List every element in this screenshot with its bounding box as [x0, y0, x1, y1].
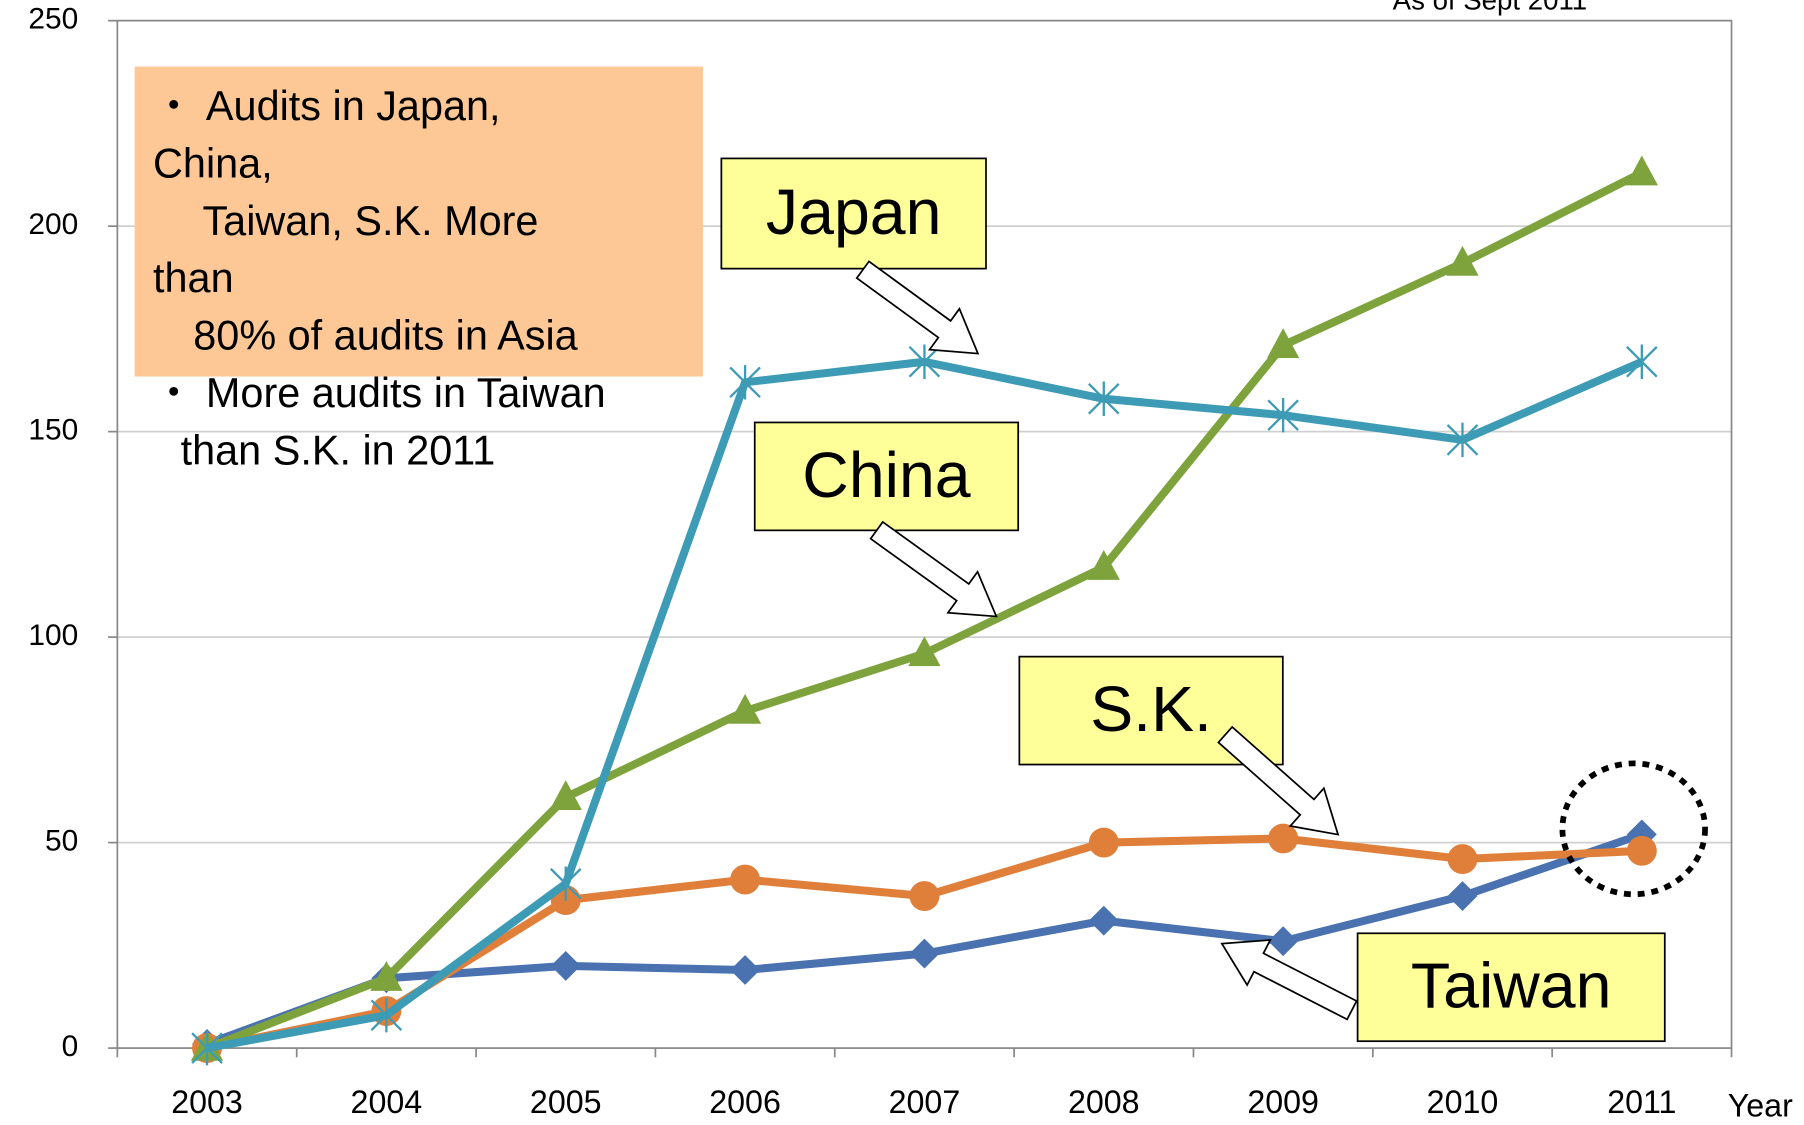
marker [730, 955, 761, 985]
marker [1268, 926, 1299, 957]
callout-box [1356, 932, 1666, 1043]
y-tick-label: 150 [28, 414, 78, 447]
note-line: than S.K. in 2011 [181, 427, 496, 473]
marker [1447, 844, 1478, 874]
callout-box [753, 421, 1020, 532]
marker [1088, 905, 1119, 936]
callout-arrow [1220, 939, 1358, 1021]
marker [1088, 381, 1120, 416]
marker [1088, 827, 1119, 858]
marker [1267, 397, 1299, 433]
marker [549, 780, 582, 811]
marker [370, 997, 403, 1033]
callouts: Taiwan S.K. China Japan [720, 157, 1666, 1043]
highlight-circle [1559, 760, 1708, 898]
callout-arrow [855, 260, 980, 355]
x-tick-label: 2011 [1607, 1084, 1676, 1120]
note-box [134, 66, 703, 377]
x-tick-label: 2008 [1068, 1084, 1140, 1120]
x-tick-label: 2004 [351, 1084, 423, 1120]
marker [549, 866, 582, 901]
y-tick-label: 200 [28, 208, 78, 241]
y-tick-label: 250 [28, 3, 78, 36]
marker [909, 881, 940, 911]
marker [1268, 823, 1299, 854]
y-tick-label: 0 [62, 1030, 79, 1063]
marker [1087, 550, 1120, 580]
callout-label: S.K. [1090, 673, 1212, 745]
x-tick-label: 2010 [1427, 1084, 1499, 1120]
plot-frame [116, 19, 1733, 1049]
marker [1625, 155, 1658, 186]
marker [550, 950, 581, 981]
x-tick-label: 2006 [709, 1084, 781, 1120]
marker [1447, 881, 1478, 911]
series [191, 344, 1658, 1066]
marker [370, 961, 403, 991]
subtitle: As of Sept 2011 [1393, 0, 1587, 16]
callout-label: Taiwan [1411, 950, 1612, 1022]
callout-label: China [802, 439, 971, 511]
marker [909, 938, 940, 969]
note-line: Taiwan, S.K. More [202, 198, 538, 244]
x-axis-label: Year [1728, 1087, 1793, 1123]
note-line: 80% of audits in Asia [193, 313, 577, 359]
notes: ・ Audits in Japan, China, Taiwan, S.K. Mor… [153, 83, 606, 473]
x-tick-label: 2009 [1247, 1084, 1319, 1120]
x-tick-label: 2005 [530, 1084, 602, 1120]
note-line: China, [153, 140, 273, 186]
series [190, 155, 1658, 1061]
marker [1446, 245, 1479, 276]
y-tick-label: 100 [28, 619, 78, 652]
marker [729, 365, 761, 400]
note-line: ・ More audits in Taiwan [153, 370, 606, 416]
marker [728, 693, 762, 724]
marker [1267, 328, 1300, 358]
x-tick-label: 2003 [171, 1084, 243, 1120]
callout-box [720, 157, 987, 270]
marker [730, 864, 761, 895]
marker [191, 1030, 223, 1066]
series-group [190, 155, 1658, 1066]
note-line: ・ Audits in Japan, [153, 83, 501, 129]
note-line: than [153, 255, 234, 301]
marker [908, 344, 941, 379]
callout-label: Japan [766, 176, 942, 248]
x-tick-label: 2007 [889, 1084, 961, 1120]
y-tick-label: 50 [45, 825, 78, 858]
callout-arrow [869, 520, 998, 618]
marker [1626, 344, 1658, 379]
marker [908, 636, 941, 667]
marker [1446, 422, 1479, 458]
marker [1626, 835, 1657, 866]
callout-arrow [1217, 725, 1340, 836]
